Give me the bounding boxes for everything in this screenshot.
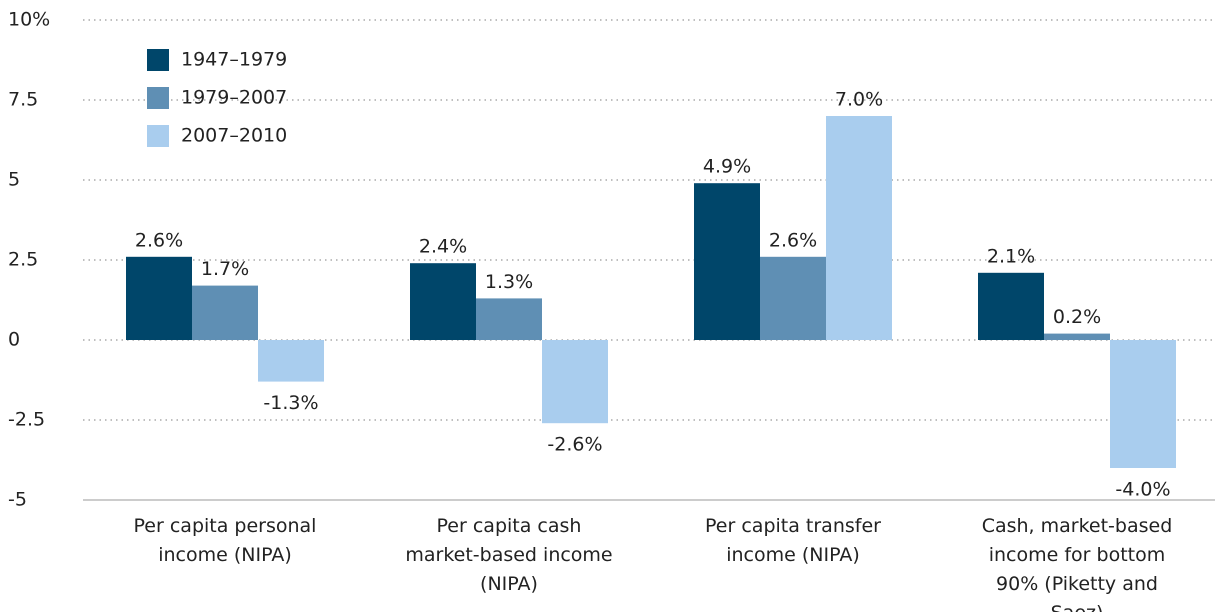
bar	[978, 272, 1044, 340]
data-label: 4.9%	[703, 156, 751, 178]
data-label: 2.1%	[987, 245, 1035, 267]
bar	[410, 263, 476, 340]
bar	[826, 116, 892, 340]
legend-swatch	[147, 87, 169, 109]
data-label: 1.7%	[201, 258, 249, 280]
x-tick-label: Per capita personal income (NIPA)	[133, 515, 317, 566]
bar	[760, 256, 826, 340]
legend-label: 1947–1979	[181, 49, 287, 71]
y-tick-label: -5	[8, 489, 27, 511]
data-label: 2.4%	[419, 236, 467, 258]
x-tick-label: Per capita transfer income (NIPA)	[705, 515, 881, 566]
bar	[542, 340, 608, 424]
x-tick-label: Per capita cash market-based income (NIP…	[405, 515, 613, 595]
bar	[1044, 333, 1110, 340]
legend-label: 2007–2010	[181, 125, 287, 147]
data-label: -4.0%	[1115, 479, 1170, 501]
legend-label: 1979–2007	[181, 87, 287, 109]
bar	[258, 340, 324, 382]
data-label: -1.3%	[263, 392, 318, 414]
y-tick-label: 5	[8, 169, 20, 191]
data-label: 1.3%	[485, 271, 533, 293]
data-label: 2.6%	[769, 229, 817, 251]
y-tick-label: 0	[8, 329, 20, 351]
legend-swatch	[147, 49, 169, 71]
bar	[192, 285, 258, 340]
data-label: 7.0%	[835, 89, 883, 111]
bar	[694, 183, 760, 340]
data-label: -2.6%	[547, 434, 602, 456]
x-tick-label: Cash, market-based income for bottom 90%…	[981, 515, 1173, 612]
bar	[1110, 340, 1176, 468]
y-tick-label: 10%	[8, 9, 50, 31]
data-label: 2.6%	[135, 229, 183, 251]
bar	[476, 298, 542, 340]
data-label: 0.2%	[1053, 306, 1101, 328]
legend-swatch	[147, 125, 169, 147]
y-tick-label: -2.5	[8, 409, 45, 431]
bar	[126, 256, 192, 340]
y-tick-label: 2.5	[8, 249, 38, 271]
y-tick-label: 7.5	[8, 89, 38, 111]
